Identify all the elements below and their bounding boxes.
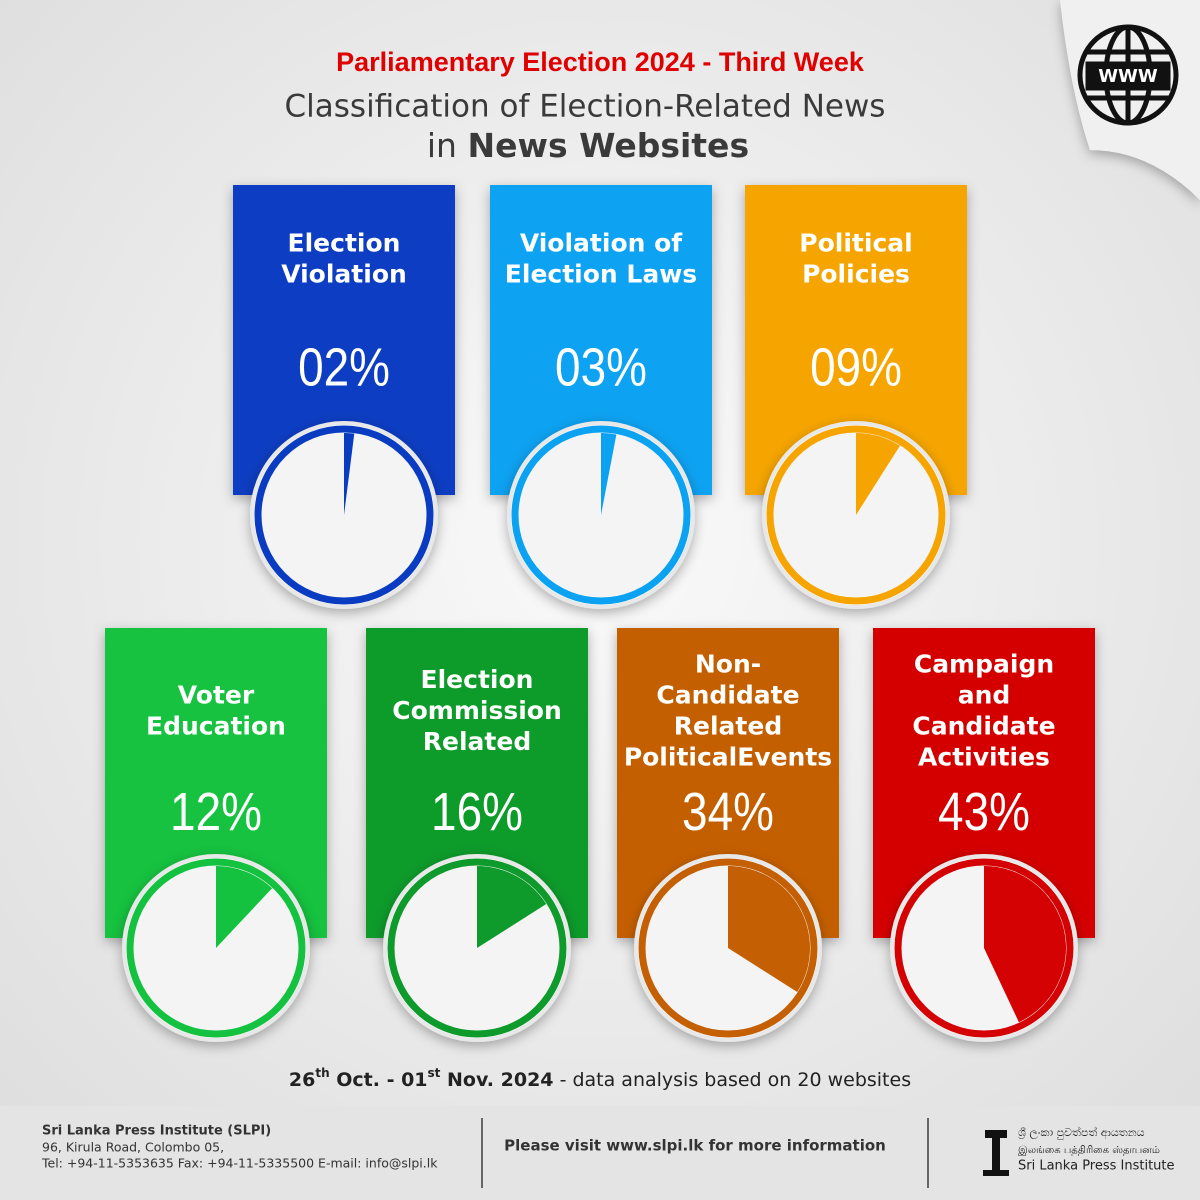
card-title: Activities (918, 743, 1050, 772)
card-title: Political (799, 229, 912, 258)
card-title: PoliticalEvents (624, 743, 832, 772)
pie-wedge (984, 865, 1067, 1023)
value-label: 09% (810, 337, 902, 397)
card-title: Violation (281, 260, 407, 289)
card-title: and (958, 681, 1011, 710)
card-title: Commission (392, 696, 562, 725)
card-title: Election (421, 665, 534, 694)
title-line2: in News Websites (427, 126, 749, 165)
value-label: 02% (298, 337, 390, 397)
card-title: Voter (178, 681, 255, 710)
pie-wedge (477, 866, 547, 948)
footer-address: 96, Kirula Road, Colombo 05, (42, 1140, 224, 1155)
date-desc: - data analysis based on 20 websites (554, 1069, 912, 1091)
card-title: Related (423, 727, 531, 756)
globe-icon (1077, 24, 1179, 126)
value-label: 34% (682, 782, 774, 842)
title-bold: News Websites (467, 126, 749, 165)
card-title: Violation of (520, 229, 683, 258)
card-title: Election Laws (505, 260, 697, 289)
icon-label: WWW (1098, 66, 1158, 87)
pie-wedge (856, 433, 900, 515)
value-label: 16% (431, 782, 523, 842)
logo (983, 1130, 1009, 1176)
value-label: 03% (555, 337, 647, 397)
card-title: Election (288, 229, 401, 258)
date-mid: Oct. - 01 (330, 1069, 428, 1091)
value-label: 43% (938, 782, 1030, 842)
date-end: Nov. 2024 (440, 1069, 553, 1091)
value-label: 12% (170, 782, 262, 842)
footer-contact: Tel: +94-11-5353635 Fax: +94-11-5335500 … (41, 1156, 438, 1171)
card-title: Campaign (914, 650, 1054, 679)
card-title: Non- (695, 650, 761, 679)
card-title: Policies (802, 260, 910, 289)
card-title: Education (146, 712, 286, 741)
pie-wedge (216, 866, 273, 948)
pie-wedge (344, 433, 355, 515)
subtitle: Parliamentary Election 2024 - Third Week (336, 47, 865, 77)
footer-visit: Please visit www.slpi.lk for more inform… (504, 1137, 886, 1155)
footer-org: Sri Lanka Press Institute (SLPI) (42, 1124, 271, 1139)
title-prefix: in (427, 126, 457, 165)
title-line1: Classification of Election-Related News (285, 89, 886, 125)
date-day: 26 (289, 1069, 315, 1091)
pie-wedge (728, 866, 810, 992)
logo-tamil: இலங்கை பத்திரிகை ஸ்தாபனம் (1018, 1145, 1160, 1156)
logo-sinhala: ශ්‍රී ලංකා පුවත්පත් ආයතනය (1018, 1125, 1145, 1140)
pie-wedge (601, 433, 617, 515)
logo-english: Sri Lanka Press Institute (1018, 1159, 1175, 1174)
card-title: Candidate (656, 681, 799, 710)
card-title: Candidate (912, 712, 1055, 741)
date-note: 26th Oct. - 01st Nov. 2024 - data analys… (289, 1066, 911, 1091)
date-sup: th (315, 1066, 329, 1080)
date-sup: st (428, 1066, 441, 1080)
card-title: Related (674, 712, 782, 741)
